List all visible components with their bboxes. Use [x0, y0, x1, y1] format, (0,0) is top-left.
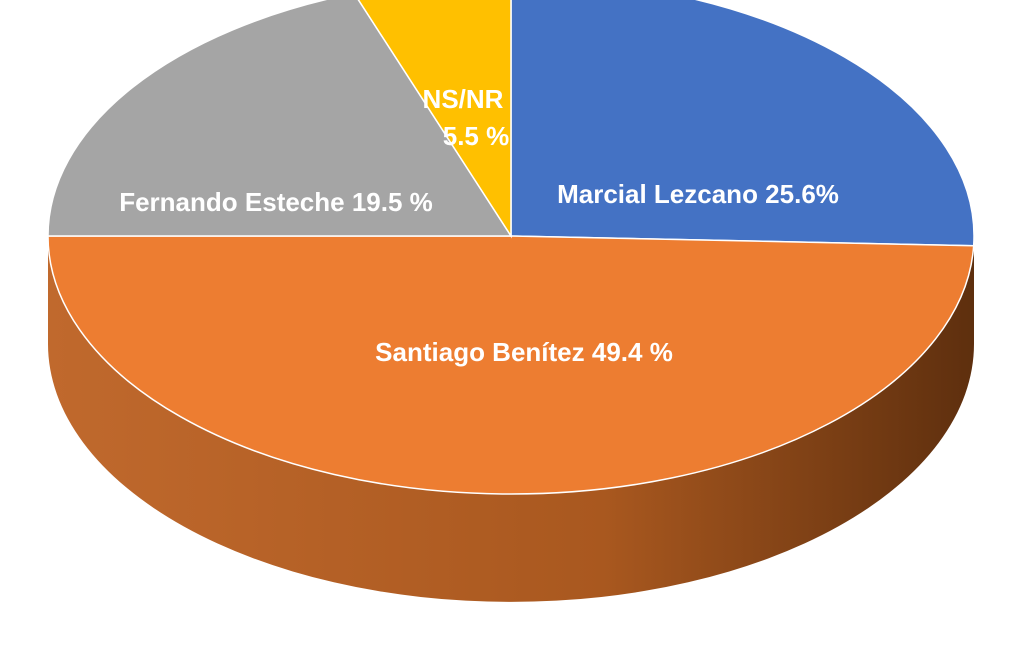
slice-label-santiago-benitez: Santiago Benítez 49.4 %	[375, 337, 673, 367]
slice-label-nsnr-name: NS/NR	[423, 84, 504, 114]
pie-slice-ns-nr	[357, 0, 512, 239]
slice-label-nsnr-value: 5.5 %	[443, 121, 510, 151]
slice-label-marcial-lezcano: Marcial Lezcano 25.6%	[557, 179, 839, 209]
pie-slice-marcial-lezcano	[510, 0, 975, 247]
pie-slice-fernando-esteche	[47, 0, 513, 237]
pie-slice-santiago-ben-tez	[47, 235, 975, 495]
slice-label-fernando-esteche: Fernando Esteche 19.5 %	[119, 187, 433, 217]
pie-side-wall	[48, 236, 974, 602]
